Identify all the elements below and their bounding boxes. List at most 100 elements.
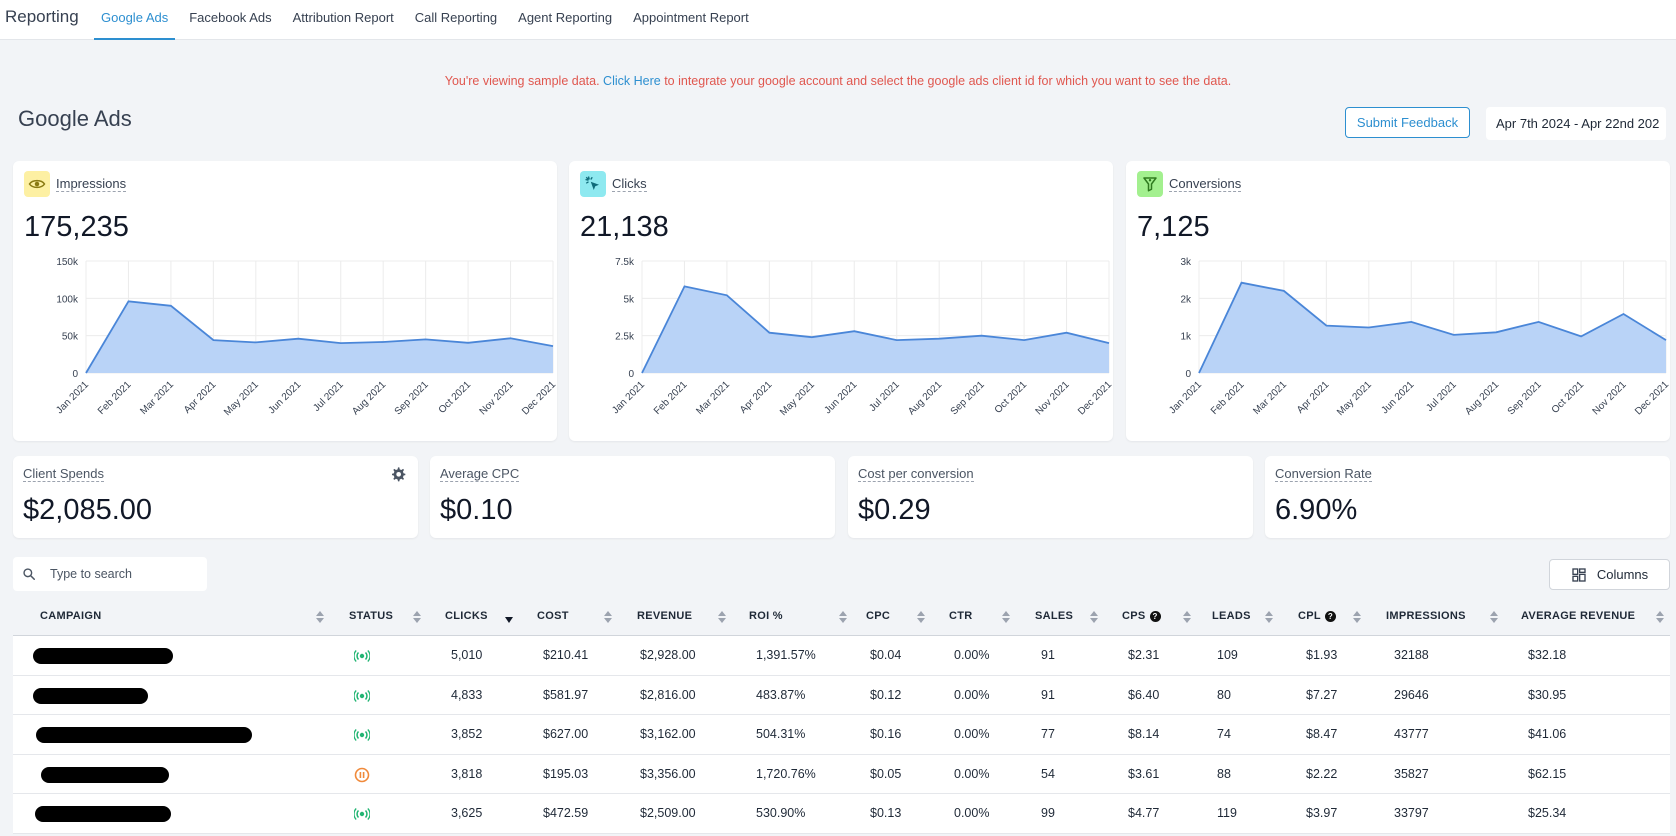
sort-icon[interactable] — [1002, 611, 1010, 623]
table-row[interactable]: 3,818 $195.03 $3,356.00 1,720.76% $0.05 0.00%… — [13, 754, 1670, 794]
cell-impressions: 35827 — [1394, 766, 1429, 781]
sort-icon[interactable] — [839, 611, 847, 623]
column-header-label: CLICKS — [445, 610, 488, 622]
client-spends-card: Client Spends $2,085.00 — [13, 456, 418, 538]
active-broadcast-icon[interactable] — [354, 727, 370, 743]
sort-icon[interactable] — [1265, 611, 1273, 623]
date-range-picker[interactable]: Apr 7th 2024 - Apr 22nd 202 — [1486, 107, 1666, 140]
column-header-roi[interactable]: ROI % — [749, 596, 783, 636]
x-tick-label: Aug 2021 — [906, 379, 944, 417]
impressions-card: 0 50k 100k 150k Jan 2021 Feb 2021 Mar 2021 Apr … — [13, 161, 557, 441]
table-row[interactable]: 3,852 $627.00 $3,162.00 504.31% $0.16 0.00% 77… — [13, 715, 1670, 755]
campaign-name-redacted[interactable] — [36, 727, 252, 743]
sort-icon[interactable] — [1656, 611, 1664, 623]
cell-roi: 483.87% — [756, 687, 806, 702]
sort-icon[interactable] — [1090, 611, 1098, 623]
table-row[interactable]: 3,625 $472.59 $2,509.00 530.90% $0.13 0.00% 99… — [13, 794, 1670, 834]
columns-button[interactable]: Columns — [1549, 559, 1670, 590]
campaign-name-redacted[interactable] — [33, 648, 173, 664]
sort-icon[interactable] — [1183, 611, 1191, 623]
info-icon[interactable]: ? — [1324, 610, 1336, 622]
integrate-account-link[interactable]: Click Here — [603, 74, 661, 88]
tab-google-ads[interactable]: Google Ads — [94, 0, 176, 40]
cell-clicks: 5,010 — [451, 648, 483, 662]
table-row[interactable]: 4,833 $581.97 $2,816.00 483.87% $0.12 0.00% 91… — [13, 675, 1670, 715]
column-header-cps[interactable]: CPS? — [1122, 596, 1161, 636]
gear-icon[interactable] — [390, 466, 406, 482]
column-header-clicks[interactable]: CLICKS — [445, 596, 488, 636]
column-header-average-revenue[interactable]: AVERAGE REVENUE — [1521, 596, 1635, 636]
series-line — [641, 285, 1110, 374]
search-input[interactable] — [50, 563, 200, 585]
campaign-name-redacted[interactable] — [33, 687, 148, 704]
active-broadcast-icon[interactable] — [354, 806, 370, 822]
column-header-cost[interactable]: COST — [537, 596, 569, 636]
column-header-label: IMPRESSIONS — [1386, 610, 1466, 622]
cursor-click-icon — [580, 171, 606, 197]
conversion-rate-label: Conversion Rate — [1275, 466, 1372, 482]
column-header-sales[interactable]: SALES — [1035, 596, 1073, 636]
column-header-cpc[interactable]: CPC — [866, 596, 890, 636]
cell-leads: 109 — [1217, 648, 1238, 662]
campaign-name-redacted[interactable] — [35, 806, 171, 822]
series-line — [1198, 281, 1667, 374]
cell-revenue: $2,928.00 — [640, 648, 696, 662]
x-tick-label: Oct 2021 — [993, 379, 1030, 416]
tab-appointment-report[interactable]: Appointment Report — [633, 10, 749, 25]
cell-sales: 91 — [1041, 648, 1055, 662]
active-broadcast-icon[interactable] — [354, 648, 370, 664]
eye-icon — [24, 171, 50, 197]
x-tick-label: Jun 2021 — [823, 379, 860, 416]
x-tick-label: May 2021 — [222, 379, 261, 418]
x-tick-label: Aug 2021 — [350, 379, 388, 417]
x-tick-label: Sep 2021 — [393, 379, 431, 417]
tab-facebook-ads[interactable]: Facebook Ads — [189, 10, 272, 25]
sort-icon[interactable] — [718, 611, 726, 623]
sort-descending-icon[interactable] — [505, 611, 513, 623]
cell-cpl: $8.47 — [1306, 727, 1338, 741]
sort-icon[interactable] — [1490, 611, 1498, 623]
search-box — [13, 557, 207, 591]
x-tick-label: Dec 2021 — [1633, 379, 1670, 417]
sort-icon[interactable] — [1353, 611, 1361, 623]
cell-roi: 504.31% — [756, 727, 806, 741]
paused-status-icon[interactable] — [354, 767, 370, 783]
cell-leads: 119 — [1217, 806, 1237, 820]
tab-attribution-report[interactable]: Attribution Report — [292, 10, 394, 25]
table-body: 5,010 $210.41 $2,928.00 1,391.57% $0.04 0.00%… — [13, 636, 1670, 834]
cell-average-revenue: $30.95 — [1528, 687, 1567, 702]
table-row[interactable]: 5,010 $210.41 $2,928.00 1,391.57% $0.04 0.00%… — [13, 636, 1670, 676]
campaign-name-redacted[interactable] — [41, 766, 169, 783]
tab-agent-reporting[interactable]: Agent Reporting — [518, 10, 613, 25]
average-cpc-card: Average CPC $0.10 — [430, 456, 835, 538]
column-header-revenue[interactable]: REVENUE — [637, 596, 692, 636]
impressions-value: 175,235 — [24, 211, 129, 243]
clicks-chart: 0 2.5k 5k 7.5k Jan 2021 Feb 2021 Mar 2021 Apr 2… — [610, 257, 1113, 418]
column-header-status[interactable]: STATUS — [349, 596, 393, 636]
column-header-cpl[interactable]: CPL? — [1298, 596, 1336, 636]
column-header-impressions[interactable]: IMPRESSIONS — [1386, 596, 1466, 636]
conversion-rate-card: Conversion Rate 6.90% — [1265, 456, 1670, 538]
tab-call-reporting[interactable]: Call Reporting — [414, 10, 498, 25]
sort-icon[interactable] — [604, 611, 612, 623]
cell-ctr: 0.00% — [954, 687, 990, 702]
info-icon[interactable]: ? — [1149, 610, 1161, 622]
sort-icon[interactable] — [316, 611, 324, 623]
submit-feedback-button[interactable]: Submit Feedback — [1345, 107, 1470, 138]
active-broadcast-icon[interactable] — [354, 688, 370, 704]
x-tick-label: Jan 2021 — [54, 379, 91, 416]
cell-impressions: 43777 — [1394, 727, 1429, 741]
column-header-ctr[interactable]: CTR — [949, 596, 973, 636]
y-tick-label: 7.5k — [615, 257, 635, 268]
column-header-label: COST — [537, 610, 569, 622]
y-tick-label: 0 — [72, 369, 78, 380]
conversions-card: 0 1k 2k 3k Jan 2021 Feb 2021 Mar 2021 Apr 2021 M… — [1126, 161, 1670, 441]
cell-cps: $4.77 — [1128, 806, 1160, 820]
cell-leads: 80 — [1217, 687, 1231, 702]
column-header-campaign[interactable]: CAMPAIGN — [40, 596, 101, 636]
column-header-leads[interactable]: LEADS — [1212, 596, 1251, 636]
x-tick-label: May 2021 — [1335, 379, 1374, 418]
sort-icon[interactable] — [413, 611, 421, 623]
cell-cost: $472.59 — [543, 806, 589, 820]
sort-icon[interactable] — [917, 611, 925, 623]
